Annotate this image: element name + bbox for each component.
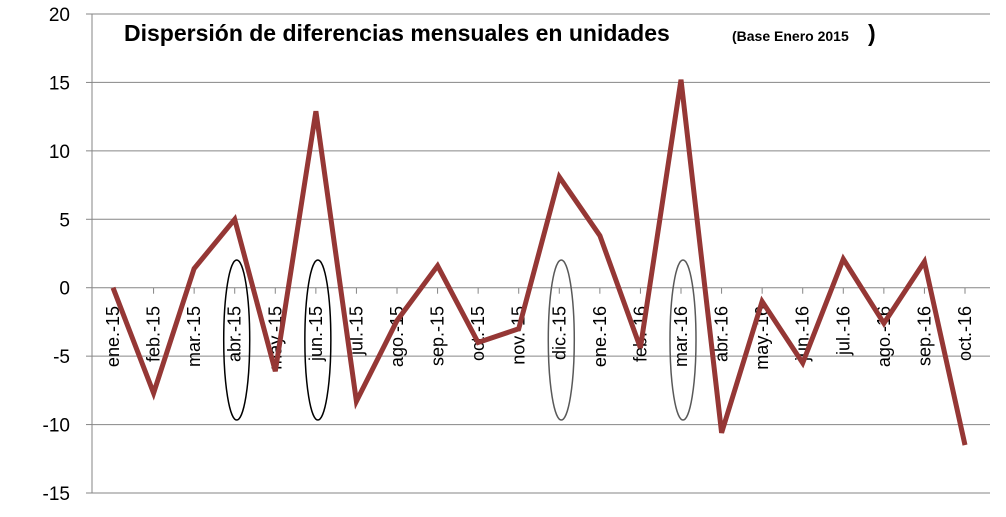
- y-tick-label: 5: [59, 210, 70, 231]
- x-tick-labels: ene.-15 feb.-15 mar.-15 abr.-15 may.-15 jun.-…: [103, 306, 975, 370]
- x-tick-label: ene.-16: [590, 306, 610, 367]
- y-tick-label: 20: [49, 5, 70, 26]
- chart-subtitle-close: ): [868, 20, 876, 46]
- highlight-ellipse: [669, 259, 697, 421]
- highlight-ellipses: [222, 259, 697, 421]
- x-tick-label: mar.-16: [671, 306, 691, 367]
- y-tick-label: -10: [43, 416, 70, 437]
- x-tick-label: abr.-15: [225, 306, 245, 362]
- y-tick-label: -15: [43, 484, 70, 505]
- highlight-ellipse: [547, 259, 576, 421]
- y-tick-label: 15: [49, 73, 70, 94]
- x-tick-label: jul.-16: [833, 306, 853, 356]
- x-tick-label: dic.-15: [549, 306, 569, 360]
- chart-title-group: Dispersión de diferencias mensuales en u…: [124, 20, 876, 46]
- x-tick-label: jul.-15: [346, 306, 366, 356]
- chart-subtitle: (Base Enero 2015: [732, 28, 849, 44]
- x-tick-label: abr.-16: [712, 306, 732, 362]
- x-tick-label: oct.-16: [955, 306, 975, 361]
- x-tick-label: ago.-15: [387, 306, 407, 367]
- x-tick-label: mar.-15: [184, 306, 204, 367]
- highlight-ellipse: [222, 259, 251, 421]
- x-tick-label: jun.-15: [306, 306, 326, 362]
- y-tick-label: 10: [49, 142, 70, 163]
- y-axis: 20 15 10 5 0 -5 -10 -15: [43, 5, 93, 505]
- gridlines: [86, 13, 990, 494]
- data-series: [110, 79, 968, 446]
- x-tick-label: ene.-15: [103, 306, 123, 367]
- x-tick-label: ago.-16: [874, 306, 894, 367]
- x-tick-label: oct.-15: [468, 306, 488, 361]
- x-tick-label: sep.-16: [914, 306, 934, 366]
- highlight-ellipse: [304, 259, 332, 421]
- chart-title: Dispersión de diferencias mensuales en u…: [124, 20, 670, 46]
- y-tick-label: -5: [53, 347, 70, 368]
- x-tick-label: sep.-15: [428, 306, 448, 366]
- series-line: [110, 79, 968, 446]
- y-tick-label: 0: [59, 279, 70, 300]
- x-tick-label: feb.-15: [144, 306, 164, 362]
- x-tick-label: nov.-15: [509, 306, 529, 365]
